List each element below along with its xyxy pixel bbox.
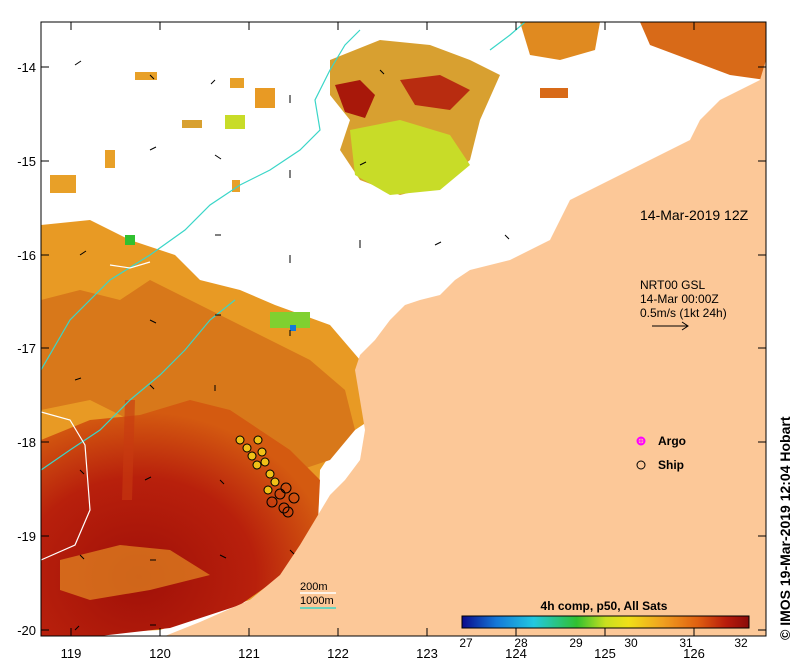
y-tick-label: -20 <box>17 623 36 638</box>
y-tick-label: -19 <box>17 529 36 544</box>
sst-speckle <box>290 325 296 331</box>
x-tick-label: 120 <box>149 646 171 661</box>
current-time: 14-Mar 00:00Z <box>640 292 719 306</box>
sst-field-north-green <box>350 120 470 195</box>
colorbar-title: 4h comp, p50, All Sats <box>541 599 668 613</box>
sst-field-ne-patch-2 <box>640 22 766 80</box>
land-peninsula <box>450 300 490 400</box>
timestamp-label: 14-Mar-2019 12Z <box>640 207 749 223</box>
ship-marker-icon <box>636 460 646 470</box>
isobath-1000m-label: 1000m <box>300 595 334 607</box>
tick-marks <box>41 22 766 636</box>
colorbar <box>461 615 750 629</box>
isobath-1000m-b <box>41 299 236 471</box>
x-tick-label: 126 <box>683 646 705 661</box>
colorbar-tick-label: 31 <box>679 636 693 650</box>
y-tick-label: -17 <box>17 341 36 356</box>
isobath-1000m-c <box>489 22 526 51</box>
isobath-1000m <box>41 29 361 371</box>
x-tick-label: 122 <box>327 646 349 661</box>
sst-speckle <box>270 312 310 328</box>
scale-arrow-icon <box>652 321 689 331</box>
legend-ship-label: Ship <box>658 458 684 472</box>
colorbar-tick-label: 27 <box>459 636 473 650</box>
sst-speckle <box>225 115 245 129</box>
current-source: NRT00 GSL <box>640 278 705 292</box>
x-tick-label: 119 <box>61 646 82 661</box>
sst-field-streak <box>60 545 210 600</box>
colorbar-tick-label: 32 <box>734 636 748 650</box>
colorbar-tick-label: 30 <box>624 636 638 650</box>
sst-speckle <box>135 72 157 80</box>
y-tick-label: -18 <box>17 435 36 450</box>
sst-field-streak-2 <box>122 400 135 500</box>
colorbar-tick-label: 29 <box>569 636 583 650</box>
land-australia <box>165 60 766 636</box>
sst-speckle <box>125 235 135 245</box>
sst-field-amber <box>41 280 355 470</box>
x-tick-label: 124 <box>505 646 527 661</box>
plot-frame <box>40 21 767 637</box>
current-scale: 0.5m/s (1kt 24h) <box>640 306 727 320</box>
y-tick-label: -15 <box>17 154 36 169</box>
argo-marker-icon <box>636 436 646 446</box>
isobath-200m-label: 200m <box>300 581 328 593</box>
current-reference: NRT00 GSL 14-Mar 00:00Z 0.5m/s (1kt 24h) <box>640 278 727 320</box>
current-vectors <box>74 60 510 631</box>
sst-speckle <box>230 78 244 88</box>
sst-speckle <box>50 175 76 193</box>
ship-track <box>235 435 300 518</box>
sst-speckle <box>182 120 202 128</box>
colorbar-tick-label: 28 <box>514 636 528 650</box>
isobath-200m <box>41 411 91 561</box>
sst-speckle <box>255 88 275 108</box>
y-tick-label: -16 <box>17 248 36 263</box>
sst-speckle <box>232 180 240 192</box>
sst-field-ne-patch <box>520 22 600 60</box>
x-tick-label: 123 <box>416 646 438 661</box>
sst-speckle <box>105 150 115 168</box>
sst-speckle <box>540 88 568 98</box>
sst-field-north-red-2 <box>400 75 470 110</box>
x-tick-label: 125 <box>594 646 616 661</box>
imos-credit: © IMOS 19-Mar-2019 12:04 Hobart <box>777 416 793 640</box>
sst-field-north-red <box>335 80 375 118</box>
isobath-200m-b <box>109 261 151 269</box>
x-tick-label: 121 <box>238 646 260 661</box>
y-tick-label: -14 <box>17 60 36 75</box>
legend-argo-label: Argo <box>658 434 686 448</box>
